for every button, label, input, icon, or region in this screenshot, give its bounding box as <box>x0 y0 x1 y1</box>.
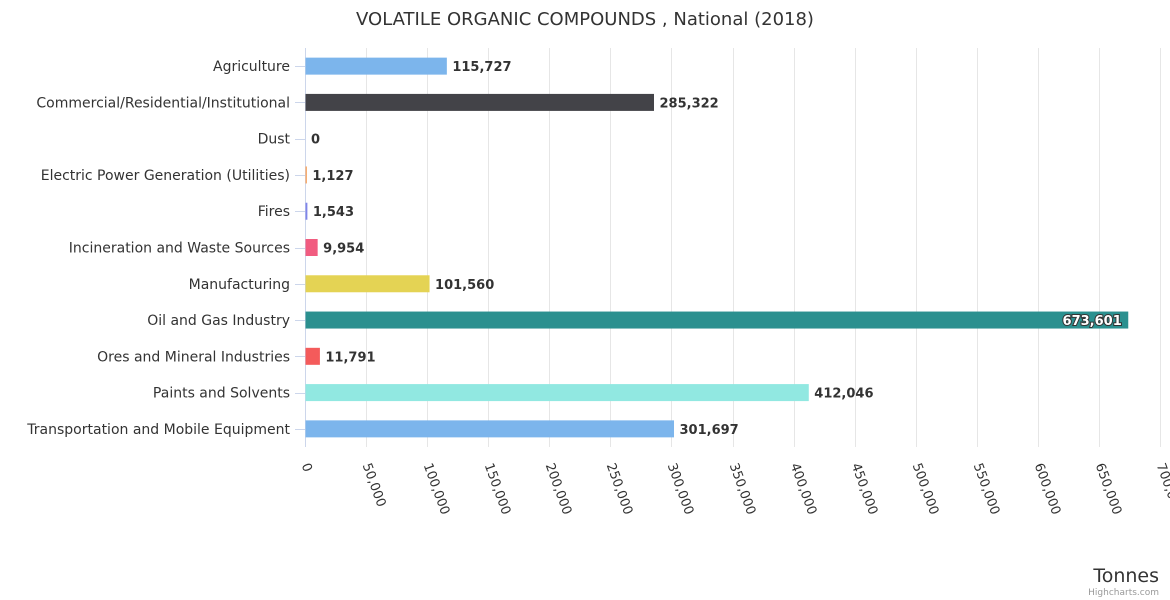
bar[interactable] <box>305 202 308 220</box>
bar[interactable] <box>305 93 655 111</box>
category-label: Paints and Solvents <box>153 386 290 402</box>
credits-link[interactable]: Highcharts.com <box>1088 588 1159 598</box>
bar[interactable] <box>305 420 675 438</box>
category-label: Ores and Mineral Industries <box>97 349 290 365</box>
bar[interactable] <box>305 239 318 256</box>
category-label: Commercial/Residential/Institutional <box>36 95 290 111</box>
data-labels: 115,727 285,322 0 1,127 1,543 9,954 101,560 673… <box>311 60 1123 438</box>
data-label: 115,727 <box>452 60 511 75</box>
category-ticks <box>295 66 305 430</box>
category-labels: Agriculture Commercial/Residential/Instit… <box>26 59 290 438</box>
category-label: Electric Power Generation (Utilities) <box>41 168 290 184</box>
data-label: 1,543 <box>313 205 354 220</box>
category-label: Oil and Gas Industry <box>147 313 290 329</box>
data-label: 673,601 <box>1063 314 1122 329</box>
data-label: 0 <box>311 133 320 148</box>
category-label: Transportation and Mobile Equipment <box>26 422 290 438</box>
data-label: 412,046 <box>814 387 873 402</box>
data-label: 9,954 <box>323 242 364 257</box>
bar[interactable] <box>305 311 1129 329</box>
data-label: 301,697 <box>680 423 739 438</box>
data-label: 285,322 <box>660 96 719 111</box>
bar[interactable] <box>305 384 809 402</box>
category-label: Incineration and Waste Sources <box>69 241 290 257</box>
bar[interactable] <box>305 275 430 293</box>
category-label: Agriculture <box>213 59 290 75</box>
bar[interactable] <box>305 347 320 365</box>
gridlines <box>366 48 1161 447</box>
value-axis-title: Tonnes <box>1092 565 1159 587</box>
data-label: 11,791 <box>325 350 375 365</box>
category-label: Fires <box>258 204 290 220</box>
data-label: 1,127 <box>312 169 353 184</box>
bar[interactable] <box>305 166 307 184</box>
bar[interactable] <box>305 57 447 75</box>
category-label: Dust <box>258 132 291 148</box>
bars <box>305 57 1129 438</box>
chart-title: VOLATILE ORGANIC COMPOUNDS , National (2… <box>356 9 814 30</box>
data-label: 101,560 <box>435 278 494 293</box>
category-label: Manufacturing <box>189 277 290 293</box>
